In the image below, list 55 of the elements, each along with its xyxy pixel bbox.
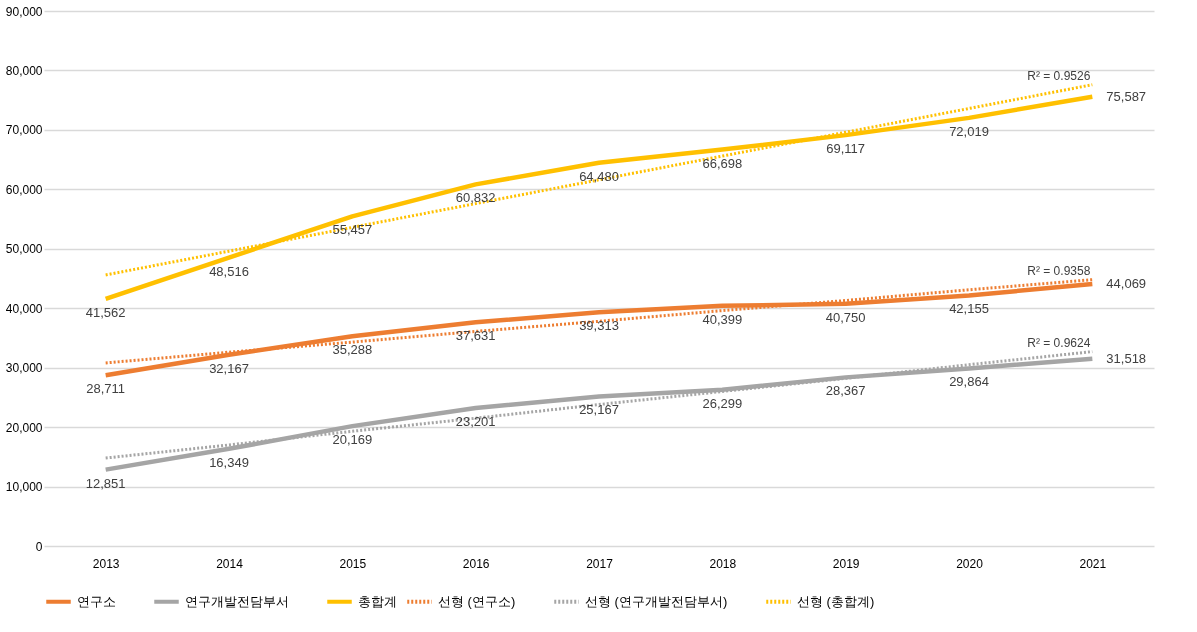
data-label: 20,169	[332, 432, 373, 448]
data-label: 12,851	[85, 475, 126, 491]
x-tick-label: 2018	[709, 556, 737, 571]
y-tick-label: 10,000	[5, 480, 43, 495]
y-tick-label: 40,000	[5, 301, 43, 316]
data-label: 40,750	[825, 309, 866, 325]
x-tick-label: 2013	[92, 556, 120, 571]
y-tick-label: 90,000	[5, 4, 43, 19]
legend-label: 선형 (총합계)	[797, 593, 875, 609]
data-label: 35,288	[332, 342, 373, 358]
data-label: 23,201	[455, 414, 496, 430]
y-tick-label: 60,000	[5, 182, 43, 197]
y-tick-label: 0	[35, 539, 43, 554]
data-label: 32,167	[209, 360, 249, 376]
data-label: 41,562	[85, 304, 126, 320]
data-label: 16,349	[209, 454, 249, 470]
data-label: 28,711	[86, 381, 126, 397]
legend-label: 연구개발전담부서	[185, 593, 289, 609]
x-tick-label: 2020	[956, 556, 984, 571]
data-label: 69,117	[826, 141, 866, 157]
data-label: 42,155	[949, 301, 989, 317]
y-tick-label: 80,000	[5, 63, 43, 78]
y-tick-label: 50,000	[5, 242, 43, 257]
x-tick-label: 2015	[339, 556, 367, 571]
data-label: 75,587	[1106, 88, 1147, 104]
data-label: 48,516	[209, 263, 249, 279]
data-label: 64,480	[579, 168, 619, 184]
data-label: 44,069	[1106, 276, 1147, 292]
y-tick-label: 20,000	[5, 420, 43, 435]
legend-label: 연구소	[77, 593, 116, 609]
x-tick-label: 2017	[586, 556, 614, 571]
data-label: 40,399	[702, 311, 743, 327]
data-label: 39,313	[579, 318, 619, 334]
legend-label: 선형 (연구소)	[438, 593, 516, 609]
data-label: 72,019	[949, 123, 989, 139]
data-label: 29,864	[949, 374, 989, 390]
data-label: 26,299	[702, 395, 743, 411]
data-label: 60,832	[455, 190, 496, 206]
data-label: 55,457	[332, 222, 373, 238]
y-tick-label: 70,000	[5, 123, 43, 138]
legend-label: 선형 (연구개발전담부서)	[585, 593, 728, 609]
x-tick-label: 2021	[1079, 556, 1107, 571]
data-label: 31,518	[1106, 350, 1147, 366]
annotation: R² = 0.9358	[1027, 263, 1091, 278]
data-label: 25,167	[579, 402, 619, 418]
annotation: R² = 0.9526	[1027, 68, 1091, 83]
data-label: 37,631	[455, 328, 496, 344]
legend-label: 총합계	[358, 593, 397, 609]
data-label: 28,367	[825, 383, 866, 399]
y-tick-label: 30,000	[5, 361, 43, 376]
x-tick-label: 2016	[462, 556, 490, 571]
x-tick-label: 2014	[216, 556, 244, 571]
data-label: 66,698	[702, 155, 743, 171]
annotation: R² = 0.9624	[1027, 335, 1091, 350]
x-tick-label: 2019	[832, 556, 860, 571]
